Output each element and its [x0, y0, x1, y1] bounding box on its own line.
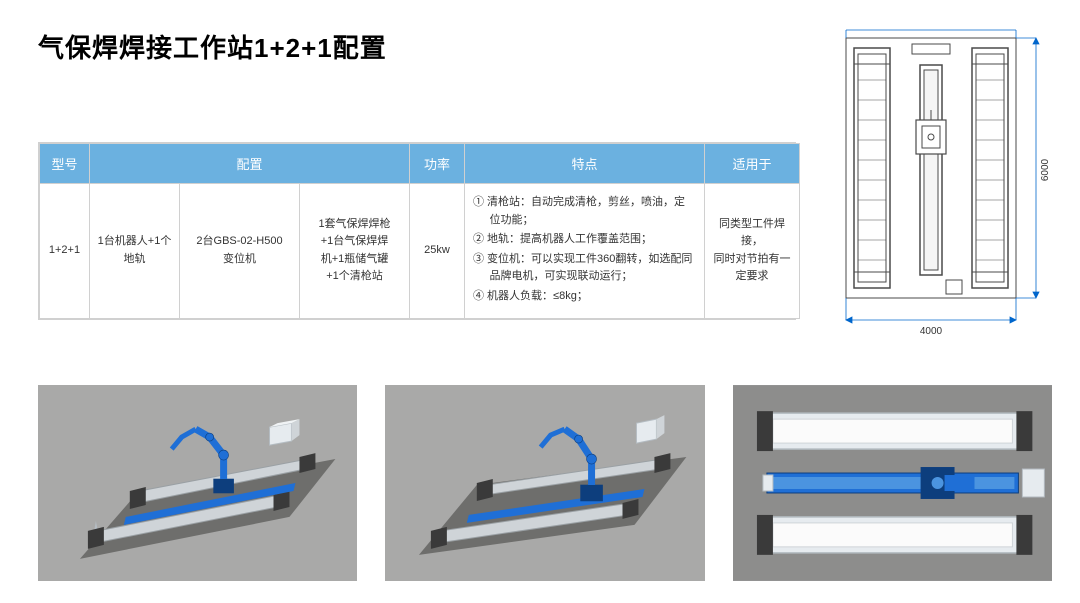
render-panel-3: [733, 385, 1052, 581]
cell-config2: 2台GBS-02-H500变位机: [180, 184, 300, 319]
table-row: 1+2+1 1台机器人+1个地轨 2台GBS-02-H500变位机 1套气保焊焊…: [40, 184, 800, 319]
th-features: 特点: [465, 144, 705, 184]
page-title: 气保焊焊接工作站1+2+1配置: [38, 28, 387, 65]
spec-table: 型号 配置 功率 特点 适用于 1+2+1 1台机器人+1个地轨 2台GBS-0…: [39, 143, 800, 319]
render-panel-1: [38, 385, 357, 581]
dim-height: 6000: [1040, 158, 1051, 181]
cell-power: 25kw: [410, 184, 465, 319]
render-panels: [38, 385, 1052, 581]
feature-line: ① 清枪站：自动完成清枪，剪丝，喷油，定位功能；: [473, 194, 696, 229]
cell-config1: 1台机器人+1个地轨: [90, 184, 180, 319]
cell-config3: 1套气保焊焊枪+1台气保焊焊机+1瓶储气罐+1个清枪站: [300, 184, 410, 319]
technical-drawing: 4000 6000: [828, 20, 1052, 340]
cell-features: ① 清枪站：自动完成清枪，剪丝，喷油，定位功能； ② 地轨：提高机器人工作覆盖范围…: [465, 184, 705, 319]
th-applies: 适用于: [705, 144, 800, 184]
th-config: 配置: [90, 144, 410, 184]
feature-line: ③ 变位机：可以实现工件360翻转，如选配同品牌电机，可实现联动运行；: [473, 251, 696, 286]
cell-applies: 同类型工件焊接，同时对节拍有一定要求: [705, 184, 800, 319]
spec-table-container: 型号 配置 功率 特点 适用于 1+2+1 1台机器人+1个地轨 2台GBS-0…: [38, 142, 796, 320]
dim-width: 4000: [920, 326, 943, 337]
th-model: 型号: [40, 144, 90, 184]
feature-line: ② 地轨：提高机器人工作覆盖范围；: [473, 231, 696, 249]
render-panel-2: [385, 385, 704, 581]
th-power: 功率: [410, 144, 465, 184]
feature-line: ④ 机器人负载：≤8kg；: [473, 288, 696, 306]
cell-model: 1+2+1: [40, 184, 90, 319]
